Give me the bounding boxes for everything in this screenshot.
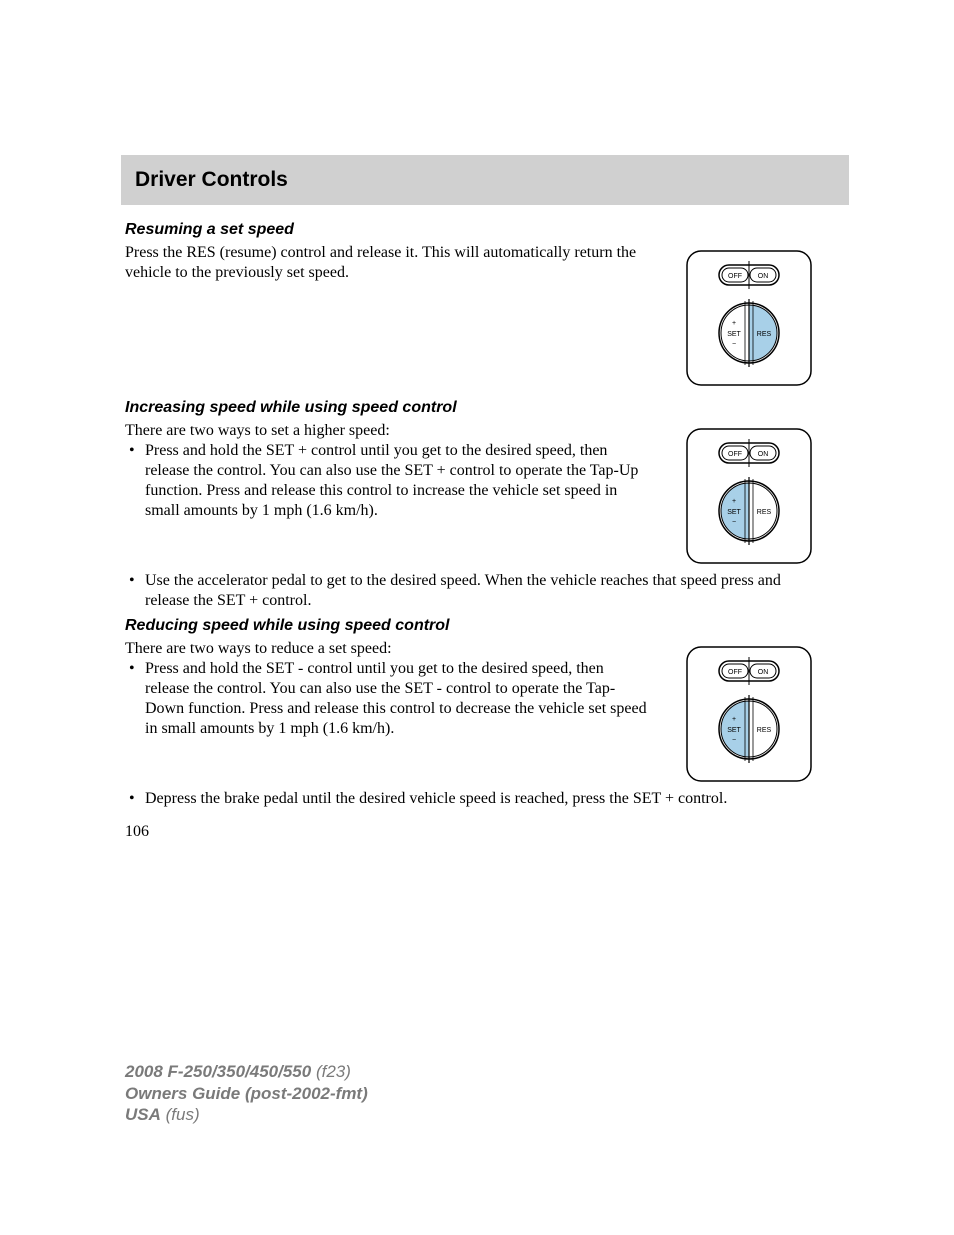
minus-label: −: [732, 341, 736, 348]
section-3-bullets-cont: Depress the brake pedal until the desire…: [125, 789, 829, 809]
plus-label: +: [732, 716, 736, 723]
off-label: OFF: [728, 669, 742, 676]
set-label: SET: [727, 509, 741, 516]
footer-code-2: (fus): [166, 1105, 200, 1124]
footer-line-1: 2008 F-250/350/450/550 (f23): [125, 1061, 368, 1082]
page-number: 106: [125, 823, 829, 841]
set-label: SET: [727, 727, 741, 734]
section-2-intro: There are two ways to set a higher speed…: [125, 421, 649, 441]
footer: 2008 F-250/350/450/550 (f23) Owners Guid…: [125, 1061, 368, 1125]
section-heading-resuming: Resuming a set speed: [125, 221, 829, 239]
minus-label: −: [732, 737, 736, 744]
section-2-bullets: Press and hold the SET + control until y…: [125, 441, 649, 521]
on-label: ON: [758, 669, 769, 676]
minus-label: −: [732, 519, 736, 526]
title-bar: Driver Controls: [121, 155, 849, 205]
section-2-text: There are two ways to set a higher speed…: [125, 421, 649, 523]
footer-code-1: (f23): [316, 1062, 351, 1081]
page: Driver Controls Resuming a set speed Pre…: [0, 0, 954, 1235]
on-label: ON: [758, 273, 769, 280]
section-2-bullet-1: Press and hold the SET + control until y…: [125, 441, 649, 521]
on-label: ON: [758, 451, 769, 458]
section-2-bullet-2: Use the accelerator pedal to get to the …: [125, 571, 829, 611]
control-diagram-2: OFF ON + SET − RES: [669, 421, 829, 571]
control-diagram-1: OFF ON + SET − RES: [669, 243, 829, 393]
section-heading-increasing: Increasing speed while using speed contr…: [125, 399, 829, 417]
control-diagram-3: OFF ON + SET − RES: [669, 639, 829, 789]
res-label: RES: [757, 331, 772, 338]
plus-label: +: [732, 320, 736, 327]
section-1-body: Press the RES (resume) control and relea…: [125, 243, 649, 283]
section-3-text: There are two ways to reduce a set speed…: [125, 639, 649, 741]
cruise-control-panel-icon: OFF ON + SET − RES: [679, 421, 819, 571]
res-label: RES: [757, 727, 772, 734]
cruise-control-panel-icon: OFF ON + SET − RES: [679, 639, 819, 789]
plus-label: +: [732, 498, 736, 505]
footer-region: USA: [125, 1105, 161, 1124]
off-label: OFF: [728, 273, 742, 280]
off-label: OFF: [728, 451, 742, 458]
section-heading-reducing: Reducing speed while using speed control: [125, 617, 829, 635]
section-3-bullet-2: Depress the brake pedal until the desire…: [125, 789, 829, 809]
section-3-row: There are two ways to reduce a set speed…: [125, 639, 829, 789]
res-label: RES: [757, 509, 772, 516]
section-2-bullets-cont: Use the accelerator pedal to get to the …: [125, 571, 829, 611]
footer-model: 2008 F-250/350/450/550: [125, 1062, 311, 1081]
section-3-bullet-1: Press and hold the SET - control until y…: [125, 659, 649, 739]
section-1-text: Press the RES (resume) control and relea…: [125, 243, 649, 283]
section-3-intro: There are two ways to reduce a set speed…: [125, 639, 649, 659]
section-2-row: There are two ways to set a higher speed…: [125, 421, 829, 571]
section-3-bullets: Press and hold the SET - control until y…: [125, 659, 649, 739]
section-1-row: Press the RES (resume) control and relea…: [125, 243, 829, 393]
footer-line-2: Owners Guide (post-2002-fmt): [125, 1083, 368, 1104]
footer-line-3: USA (fus): [125, 1104, 368, 1125]
set-label: SET: [727, 331, 741, 338]
page-title: Driver Controls: [135, 168, 288, 192]
cruise-control-panel-icon: OFF ON + SET − RES: [679, 243, 819, 393]
